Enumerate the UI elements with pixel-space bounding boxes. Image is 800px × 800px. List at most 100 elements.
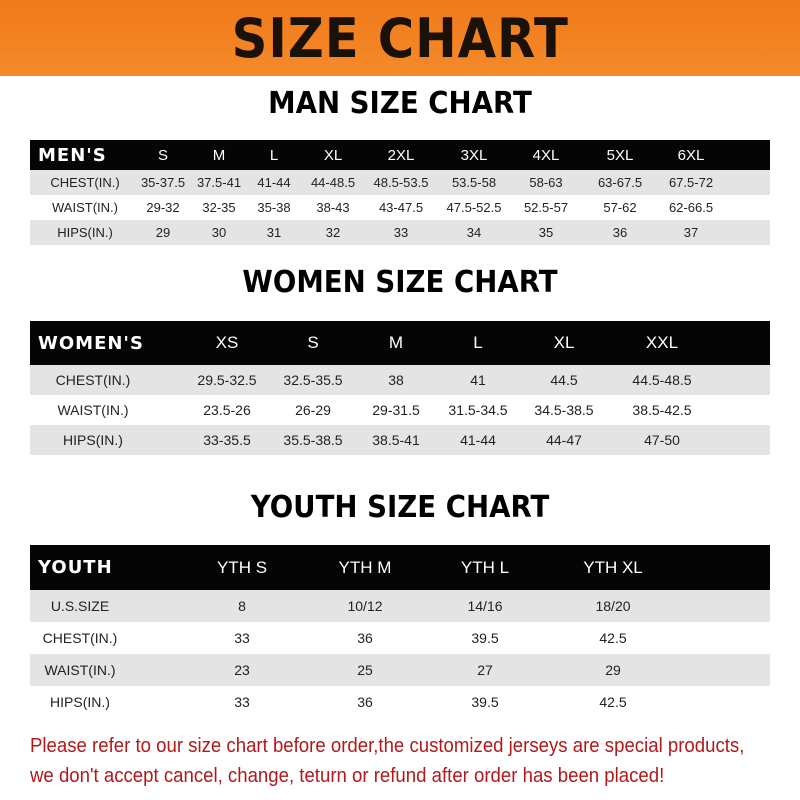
measurement-cell: 41	[470, 372, 486, 388]
youth-header-row: YOUTH YTH S YTH M YTH L YTH XL	[30, 545, 770, 590]
table-row: CHEST(IN.) 29.5-32.5 32.5-35.5 38 41 44.5 44.5…	[30, 365, 770, 395]
measurement-cell: 41-44	[460, 432, 496, 448]
measurement-cell: 38-43	[316, 200, 350, 215]
youth-size-table: YOUTH YTH S YTH M YTH L YTH XL U.S.SIZE 8 10/12…	[30, 545, 770, 718]
women-chart-title: WOMEN SIZE CHART	[242, 265, 558, 300]
measurement-cell: 58-63	[529, 175, 563, 190]
measurement-cell: 32.5-35.5	[283, 372, 343, 388]
row-label: WAIST(IN.)	[44, 662, 116, 678]
size-header: M	[212, 146, 226, 164]
measurement-cell: 35.5-38.5	[283, 432, 343, 448]
measurement-cell: 33	[234, 694, 250, 710]
measurement-cell: 43-47.5	[378, 200, 424, 215]
measurement-cell: 38.5-42.5	[632, 402, 692, 418]
measurement-cell: 23	[234, 662, 250, 678]
measurement-cell: 31.5-34.5	[448, 402, 508, 418]
men-chart-title: MAN SIZE CHART	[268, 86, 532, 121]
measurement-cell: 63-67.5	[597, 175, 643, 190]
row-label: HIPS(IN.)	[50, 694, 110, 710]
banner-title: SIZE CHART	[231, 6, 569, 70]
measurement-cell: 10/12	[347, 598, 383, 614]
size-header: 5XL	[606, 146, 634, 164]
measurement-cell: 29-32	[146, 200, 180, 215]
size-header: S	[307, 333, 319, 352]
table-label: WOMEN'S	[38, 332, 144, 354]
measurement-cell: 37.5-41	[196, 175, 242, 190]
women-size-table: WOMEN'S XS S M L XL XXL CHEST(IN.) 29.5-32.5 32.5…	[30, 321, 770, 455]
measurement-cell: 37	[683, 225, 699, 240]
measurement-cell: 38.5-41	[372, 432, 420, 448]
measurement-cell: 18/20	[595, 598, 631, 614]
measurement-cell: 44.5-48.5	[632, 372, 692, 388]
measurement-cell: 41-44	[257, 175, 291, 190]
measurement-cell: 39.5	[471, 694, 499, 710]
size-header: S	[157, 146, 169, 164]
measurement-cell: 67.5-72	[668, 175, 714, 190]
measurement-cell: 35	[538, 225, 554, 240]
size-header: YTH XL	[583, 557, 643, 577]
measurement-cell: 31	[266, 225, 282, 240]
measurement-cell: 29	[605, 662, 621, 678]
men-size-table: MEN'S S M L XL 2XL 3XL 4XL 5XL 6XL CHEST(IN.) 35-37…	[30, 140, 770, 245]
measurement-cell: 25	[357, 662, 373, 678]
row-label: HIPS(IN.)	[63, 432, 123, 448]
measurement-cell: 23.5-26	[203, 402, 251, 418]
measurement-cell: 42.5	[599, 630, 627, 646]
measurement-cell: 36	[357, 694, 373, 710]
measurement-cell: 33	[393, 225, 409, 240]
size-header: L	[473, 333, 483, 352]
measurement-cell: 34	[466, 225, 482, 240]
table-row: WAIST(IN.) 23.5-26 26-29 29-31.5 31.5-34.5 34…	[30, 395, 770, 425]
measurement-cell: 36	[612, 225, 628, 240]
size-header: YTH L	[460, 557, 510, 577]
row-label: CHEST(IN.)	[50, 175, 120, 190]
row-label: WAIST(IN.)	[52, 200, 118, 215]
table-label: YOUTH	[38, 557, 113, 578]
size-header: YTH S	[216, 557, 268, 577]
table-row: WAIST(IN.) 29-32 32-35 35-38 38-43 43-47.5 47.…	[30, 195, 770, 220]
measurement-cell: 26-29	[295, 402, 331, 418]
size-header: XL	[553, 333, 575, 352]
table-row: HIPS(IN.) 33-35.5 35.5-38.5 38.5-41 41-44 44-…	[30, 425, 770, 455]
measurement-cell: 29.5-32.5	[197, 372, 257, 388]
measurement-cell: 57-62	[603, 200, 637, 215]
table-label: MEN'S	[38, 144, 107, 166]
measurement-cell: 35-37.5	[140, 175, 186, 190]
table-row: WAIST(IN.) 23 25 27 29	[30, 654, 770, 686]
youth-chart-title: YOUTH SIZE CHART	[250, 490, 550, 525]
row-label: CHEST(IN.)	[55, 372, 131, 388]
row-label: HIPS(IN.)	[57, 225, 113, 240]
table-row: CHEST(IN.) 35-37.5 37.5-41 41-44 44-48.5 48.5…	[30, 170, 770, 195]
measurement-cell: 44-47	[546, 432, 582, 448]
women-header-row: WOMEN'S XS S M L XL XXL	[30, 321, 770, 365]
measurement-cell: 52.5-57	[523, 200, 569, 215]
size-header: YTH M	[338, 557, 392, 577]
size-header: M	[388, 333, 404, 352]
measurement-cell: 27	[477, 662, 493, 678]
size-header: XXL	[645, 333, 679, 352]
notice-line-2: we don't accept cancel, change, teturn o…	[30, 765, 665, 787]
measurement-cell: 44-48.5	[310, 175, 356, 190]
table-row: HIPS(IN.) 29 30 31 32 33 34 35 36 37	[30, 220, 770, 245]
measurement-cell: 44.5	[550, 372, 578, 388]
table-row: U.S.SIZE 8 10/12 14/16 18/20	[30, 590, 770, 622]
measurement-cell: 47.5-52.5	[446, 200, 502, 215]
measurement-cell: 33	[234, 630, 250, 646]
size-chart-banner: SIZE CHART	[0, 0, 800, 76]
size-header: 4XL	[532, 146, 560, 164]
measurement-cell: 29	[155, 225, 171, 240]
measurement-cell: 38	[388, 372, 404, 388]
row-label: WAIST(IN.)	[57, 402, 129, 418]
measurement-cell: 8	[238, 598, 246, 614]
size-header: 2XL	[387, 146, 415, 164]
table-row: HIPS(IN.) 33 36 39.5 42.5	[30, 686, 770, 718]
measurement-cell: 53.5-58	[451, 175, 497, 190]
measurement-cell: 29-31.5	[372, 402, 420, 418]
measurement-cell: 48.5-53.5	[373, 175, 429, 190]
size-header: XL	[323, 146, 343, 164]
notice-line-1: Please refer to our size chart before or…	[30, 735, 745, 757]
measurement-cell: 34.5-38.5	[534, 402, 594, 418]
measurement-cell: 30	[211, 225, 227, 240]
measurement-cell: 47-50	[644, 432, 680, 448]
measurement-cell: 42.5	[599, 694, 627, 710]
